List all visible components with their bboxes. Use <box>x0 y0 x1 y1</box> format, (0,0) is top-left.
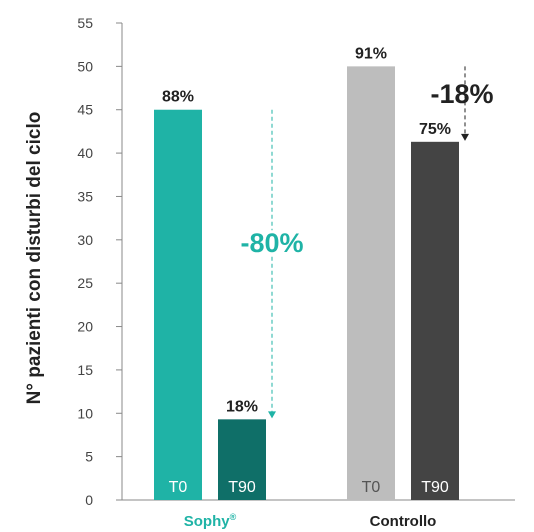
y-tick-label: 15 <box>77 362 93 378</box>
delta-arrow-head <box>268 411 276 419</box>
bar-controllo-t0 <box>347 66 395 500</box>
bar-time-label: T0 <box>169 479 188 496</box>
bar-time-label: T90 <box>421 479 449 496</box>
category-label: Controllo <box>370 513 437 530</box>
y-axis-label: N° pazienti con disturbi del ciclo <box>24 112 45 405</box>
y-tick-label: 5 <box>85 449 93 465</box>
delta-label: -18% <box>430 79 493 109</box>
y-tick-label: 30 <box>77 232 93 248</box>
delta-label: -80% <box>240 228 303 258</box>
y-tick-label: 10 <box>77 405 93 421</box>
y-tick-label: 25 <box>77 275 93 291</box>
y-tick-label: 0 <box>85 492 93 508</box>
labels: 88% T0 18% T90 91% T0 75% T90 <box>162 45 451 496</box>
y-tick-label: 55 <box>77 15 93 31</box>
delta-annotations: -80% -18% <box>237 66 494 419</box>
bar-value-label: 75% <box>419 121 451 138</box>
y-axis: 0 5 10 15 20 25 30 35 40 45 50 55 <box>77 15 515 508</box>
bar-sophy-t90 <box>218 419 266 500</box>
bars <box>154 66 459 501</box>
bar-value-label: 91% <box>355 45 387 62</box>
delta-arrow-head <box>461 133 469 141</box>
y-tick-label: 40 <box>77 145 93 161</box>
y-tick-label: 45 <box>77 102 93 118</box>
bar-sophy-t0 <box>154 109 202 501</box>
bar-time-label: T90 <box>228 479 256 496</box>
bar-controllo-t90 <box>411 141 459 501</box>
bar-value-label: 88% <box>162 89 194 106</box>
y-tick-label: 35 <box>77 188 93 204</box>
bar-time-label: T0 <box>362 479 381 496</box>
y-tick-label: 20 <box>77 319 93 335</box>
bar-value-label: 18% <box>226 398 258 415</box>
category-labels: Sophy® Controllo <box>184 512 437 530</box>
y-tick-label: 50 <box>77 58 93 74</box>
category-label: Sophy® <box>184 512 237 530</box>
